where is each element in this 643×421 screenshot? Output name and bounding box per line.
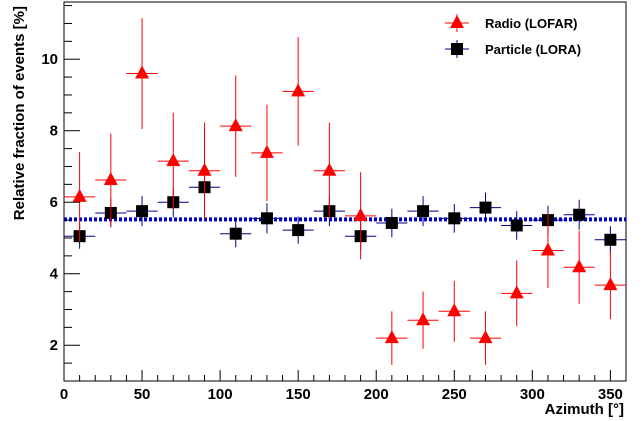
legend-label: Particle (LORA) bbox=[485, 42, 581, 57]
data-point-triangle bbox=[135, 65, 150, 79]
data-point-triangle bbox=[228, 118, 243, 132]
y-tick-label: 6 bbox=[50, 194, 58, 211]
data-point-square bbox=[385, 216, 398, 229]
radio-series bbox=[64, 18, 626, 365]
y-axis-title: Relative fraction of events [%] bbox=[11, 6, 28, 220]
x-tick-label: 250 bbox=[442, 386, 467, 403]
data-point-triangle bbox=[72, 188, 87, 202]
data-point-triangle bbox=[166, 153, 181, 167]
data-point-square bbox=[573, 208, 586, 221]
axes-group: 0 50 100 150 200 250 300 350 2 4 6 8 10 bbox=[41, 5, 627, 403]
data-point-square bbox=[292, 224, 305, 237]
data-point-triangle bbox=[478, 330, 493, 344]
plot-frame-group bbox=[63, 1, 627, 382]
x-tick-label: 300 bbox=[520, 386, 545, 403]
particle-series bbox=[64, 172, 626, 254]
data-point-square bbox=[136, 205, 149, 218]
data-point-triangle bbox=[509, 285, 524, 299]
data-point-triangle bbox=[322, 162, 337, 176]
data-point-square bbox=[260, 212, 273, 225]
x-tick-label: 350 bbox=[598, 386, 623, 403]
legend-marker-triangle bbox=[450, 15, 464, 28]
data-point-triangle bbox=[384, 330, 399, 344]
data-point-square bbox=[510, 219, 523, 232]
data-point-square bbox=[479, 201, 492, 214]
data-point-square bbox=[229, 227, 242, 240]
legend-marker-square bbox=[451, 43, 463, 55]
data-point-triangle bbox=[572, 259, 587, 273]
data-point-square bbox=[417, 205, 430, 218]
data-point-triangle bbox=[197, 162, 212, 176]
series-group bbox=[64, 18, 626, 365]
data-point-triangle bbox=[291, 83, 306, 97]
plot-frame bbox=[63, 1, 627, 382]
data-point-triangle bbox=[416, 312, 431, 326]
data-point-square bbox=[448, 212, 461, 225]
x-tick-label: 100 bbox=[208, 386, 233, 403]
data-point-triangle bbox=[259, 144, 274, 158]
y-tick-label: 10 bbox=[41, 51, 58, 68]
data-point-triangle bbox=[603, 277, 618, 291]
y-tick-label: 4 bbox=[50, 266, 59, 283]
data-point-triangle bbox=[540, 242, 555, 256]
x-tick-label: 50 bbox=[134, 386, 151, 403]
x-tick-label: 0 bbox=[60, 386, 68, 403]
x-tick-label: 200 bbox=[364, 386, 389, 403]
data-point-triangle bbox=[353, 207, 368, 221]
x-tick-label: 150 bbox=[286, 386, 311, 403]
legend-label: Radio (LOFAR) bbox=[485, 16, 577, 31]
data-point-triangle bbox=[103, 172, 118, 186]
legend: Radio (LOFAR) Particle (LORA) bbox=[445, 14, 581, 58]
y-tick-label: 2 bbox=[50, 337, 58, 354]
data-point-square bbox=[604, 233, 617, 246]
x-axis-title: Azimuth [°] bbox=[545, 401, 624, 418]
y-tick-label: 8 bbox=[50, 123, 58, 140]
data-point-triangle bbox=[447, 303, 462, 317]
